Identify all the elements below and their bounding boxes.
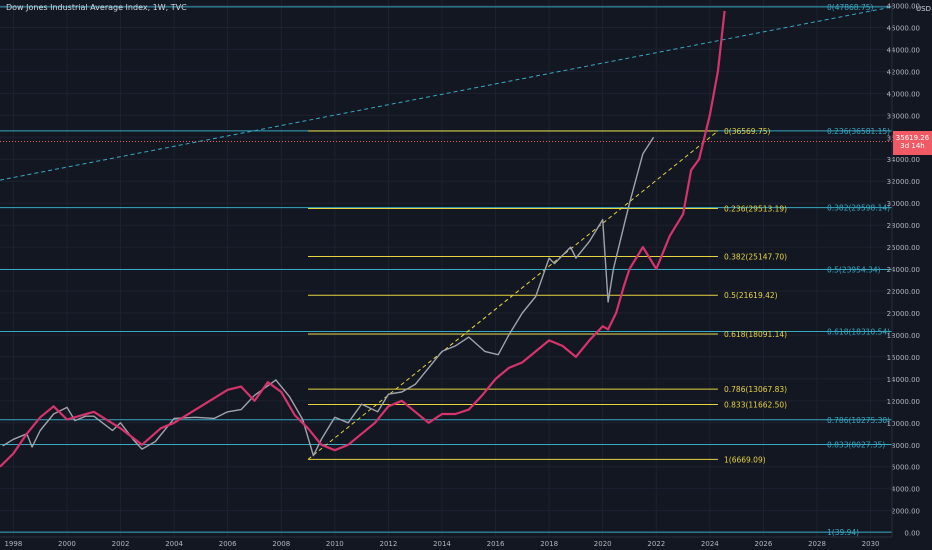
y-tick-label: 14000.00: [887, 376, 920, 384]
series-group: [0, 10, 726, 468]
x-tick-label: 2022: [647, 540, 665, 548]
y-tick-label: 4000.00: [891, 486, 920, 494]
y-tick-label: 20000.00: [887, 310, 920, 318]
x-tick-label: 2028: [808, 540, 826, 548]
x-tick-label: 1998: [4, 540, 22, 548]
y-tick-label: 12000.00: [887, 398, 920, 406]
cyan-fib-levels[interactable]: [0, 6, 892, 533]
y-tick-label: 10000.00: [887, 420, 920, 428]
x-tick-label: 2008: [272, 540, 290, 548]
yellow-fib-label: 0.236(29513.19): [724, 205, 787, 214]
y-tick-label: 46000.00: [887, 24, 920, 32]
cyan-fib-label: 0.833(8027.35): [827, 440, 885, 449]
x-tick-label: 2024: [701, 540, 719, 548]
cyan-fib-label: 0.786(10275.30): [827, 416, 890, 425]
y-tick-label: 8000.00: [891, 442, 920, 450]
x-tick-label: 2030: [862, 540, 880, 548]
x-tick-label: 2010: [326, 540, 344, 548]
y-tick-label: 2000.00: [891, 508, 920, 516]
overlay-line: [0, 10, 726, 468]
y-tick-label: 40000.00: [887, 90, 920, 98]
last-price-value: 35619.26: [895, 134, 930, 142]
cyan-fib-label: 0.382(29598.14): [827, 204, 890, 213]
x-tick-label: 2026: [755, 540, 773, 548]
y-tick-label: 0.00: [904, 530, 920, 538]
y-tick-label: 34000.00: [887, 156, 920, 164]
y-tick-label: 44000.00: [887, 46, 920, 54]
x-tick-label: 2004: [165, 540, 183, 548]
y-tick-label: 30000.00: [887, 200, 920, 208]
cyan-fib-label: 1(39.94): [827, 528, 859, 537]
yellow-fib-label: 0.382(25147.70): [724, 252, 787, 261]
cyan-fib-label: 0.618(18310.54): [827, 328, 890, 337]
x-tick-label: 2006: [219, 540, 237, 548]
grid: [0, 0, 892, 537]
currency-label: USD: [916, 5, 931, 13]
y-tick-label: 6000.00: [891, 464, 920, 472]
cyan-trendline: [0, 6, 893, 181]
cyan-fib-label: 0(47868.75): [827, 3, 873, 12]
x-tick-label: 2000: [58, 540, 76, 548]
y-tick-label: 28000.00: [887, 222, 920, 230]
y-tick-label: 42000.00: [887, 68, 920, 76]
yellow-fib-label: 0(36569.75): [724, 127, 770, 136]
cyan-fib-label: 0.5(23954.34): [827, 266, 881, 275]
x-tick-label: 2012: [379, 540, 397, 548]
yellow-fib-label: 1(6669.09): [724, 455, 766, 464]
y-tick-label: 32000.00: [887, 178, 920, 186]
y-tick-label: 38000.00: [887, 112, 920, 120]
level-labels: 0(47868.75) 0.236(36581.15) 0.382(29598.14…: [724, 3, 890, 537]
x-tick-label: 2020: [594, 540, 612, 548]
cyan-fib-label: 0.236(36581.15): [827, 127, 890, 136]
yellow-fib-label: 0.5(21619.42): [724, 291, 778, 300]
bar-countdown: 3d 14h: [900, 142, 925, 150]
y-tick-label: 24000.00: [887, 266, 920, 274]
yellow-fib-label: 0.833(11662.50): [724, 401, 787, 410]
yellow-trendline: [307, 130, 719, 460]
yellow-fib-label: 0.786(13067.83): [724, 385, 787, 394]
y-tick-label: 26000.00: [887, 244, 920, 252]
x-tick-label: 2002: [112, 540, 130, 548]
last-price-badge: 35619.26 3d 14h: [893, 131, 932, 155]
yellow-fib-label: 0.618(18091.14): [724, 330, 787, 339]
x-tick-label: 2018: [540, 540, 558, 548]
y-tick-label: 18000.00: [887, 332, 920, 340]
dji-line: [2, 136, 655, 457]
y-tick-label: 22000.00: [887, 288, 920, 296]
x-tick-label: 2016: [487, 540, 505, 548]
trendlines[interactable]: [0, 6, 893, 460]
y-tick-label: 16000.00: [887, 354, 920, 362]
x-tick-label: 2014: [433, 540, 451, 548]
y-tick-label: 48000.00: [887, 2, 920, 10]
chart-title: Dow Jones Industrial Average Index, 1W, …: [6, 3, 187, 12]
